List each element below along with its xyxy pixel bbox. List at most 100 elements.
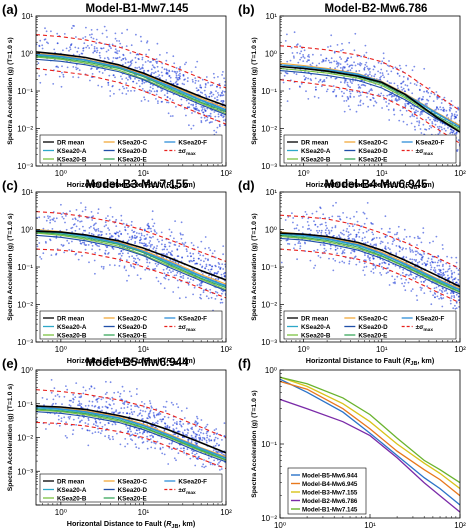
scatter-point <box>127 78 129 81</box>
legend-label: KSea20-C <box>118 478 148 485</box>
scatter-point <box>216 291 219 294</box>
scatter-point <box>454 132 456 135</box>
scatter-point <box>216 442 218 445</box>
scatter-point <box>343 249 346 251</box>
scatter-point <box>214 97 216 100</box>
scatter-point <box>155 426 157 429</box>
scatter-point <box>339 56 341 59</box>
scatter-point <box>405 109 408 112</box>
x-tick-label: 10² <box>454 345 466 354</box>
scatter-point <box>169 97 172 100</box>
scatter-point <box>159 413 162 415</box>
scatter-point <box>69 405 72 407</box>
scatter-point <box>293 227 296 230</box>
scatter-point <box>344 79 347 82</box>
scatter-point <box>155 58 158 60</box>
scatter-point <box>81 241 84 244</box>
scatter-point <box>300 82 303 85</box>
scatter-point <box>321 223 323 226</box>
scatter-point <box>180 221 183 224</box>
scatter-point <box>127 90 129 92</box>
scatter-point <box>179 72 181 75</box>
scatter-point <box>353 61 355 64</box>
scatter-point <box>93 227 95 230</box>
scatter-point <box>41 47 44 50</box>
scatter-point <box>342 229 345 232</box>
scatter-point <box>141 82 144 85</box>
scatter-point <box>108 219 111 222</box>
scatter-point <box>57 415 60 417</box>
scatter-point <box>365 73 367 75</box>
scatter-point <box>101 406 104 408</box>
scatter-point <box>374 265 377 268</box>
scatter-point <box>125 77 128 79</box>
scatter-point <box>110 236 113 238</box>
sigma-lower-line <box>36 67 226 125</box>
scatter-point <box>160 437 163 439</box>
scatter-point <box>353 215 355 218</box>
scatter-point <box>146 407 148 410</box>
scatter-point <box>108 434 110 437</box>
scatter-point <box>334 225 337 227</box>
scatter-point <box>207 258 209 261</box>
scatter-point <box>168 442 171 445</box>
scatter-point <box>302 55 305 58</box>
scatter-point <box>78 400 80 403</box>
scatter-point <box>320 229 323 232</box>
scatter-point <box>176 249 179 251</box>
scatter-point <box>138 429 141 431</box>
scatter-point <box>119 392 122 395</box>
scatter-point <box>167 271 169 274</box>
scatter-point <box>62 212 65 214</box>
scatter-point <box>91 248 93 251</box>
scatter-point <box>317 81 320 83</box>
legend-label: Model-B3-Mw7.155 <box>302 489 358 496</box>
scatter-point <box>420 241 423 244</box>
scatter-point <box>122 85 124 88</box>
scatter-point <box>157 102 159 104</box>
scatter-point <box>96 47 98 50</box>
scatter-point <box>404 282 406 284</box>
scatter-point <box>368 258 371 260</box>
scatter-point <box>163 68 166 71</box>
scatter-point <box>202 254 205 257</box>
scatter-point <box>104 69 106 72</box>
scatter-point <box>162 405 165 408</box>
scatter-point <box>408 247 411 249</box>
scatter-point <box>311 62 314 65</box>
scatter-point <box>138 58 140 61</box>
scatter-point <box>173 237 175 240</box>
scatter-point <box>127 403 129 406</box>
legend-label: ±σmax <box>416 148 434 157</box>
scatter-point <box>328 257 330 260</box>
scatter-point <box>147 60 150 62</box>
scatter-point <box>313 249 315 252</box>
scatter-point <box>72 429 75 431</box>
scatter-point <box>196 415 198 418</box>
scatter-point <box>346 89 348 91</box>
scatter-point <box>49 219 52 222</box>
scatter-point <box>373 264 376 266</box>
scatter-point <box>185 61 188 64</box>
scatter-point <box>203 459 205 461</box>
panel-tag: (a) <box>2 2 18 17</box>
scatter-point <box>156 238 159 241</box>
scatter-point <box>53 48 56 51</box>
scatter-point <box>95 424 97 427</box>
scatter-point <box>213 250 216 252</box>
scatter-point <box>111 411 113 414</box>
scatter-point <box>448 265 451 267</box>
scatter-point <box>321 61 323 63</box>
y-tick-label: 10⁻³ <box>261 162 277 171</box>
scatter-point <box>208 274 210 277</box>
scatter-point <box>412 251 414 253</box>
scatter-point <box>114 37 117 40</box>
scatter-point <box>103 57 106 60</box>
scatter-point <box>192 430 195 433</box>
x-label-text: Horizontal Distance to Fault ( <box>67 356 167 365</box>
legend-label: DR mean <box>57 315 84 322</box>
scatter-point <box>430 126 433 129</box>
scatter-point <box>166 69 168 72</box>
scatter-point <box>191 452 194 455</box>
